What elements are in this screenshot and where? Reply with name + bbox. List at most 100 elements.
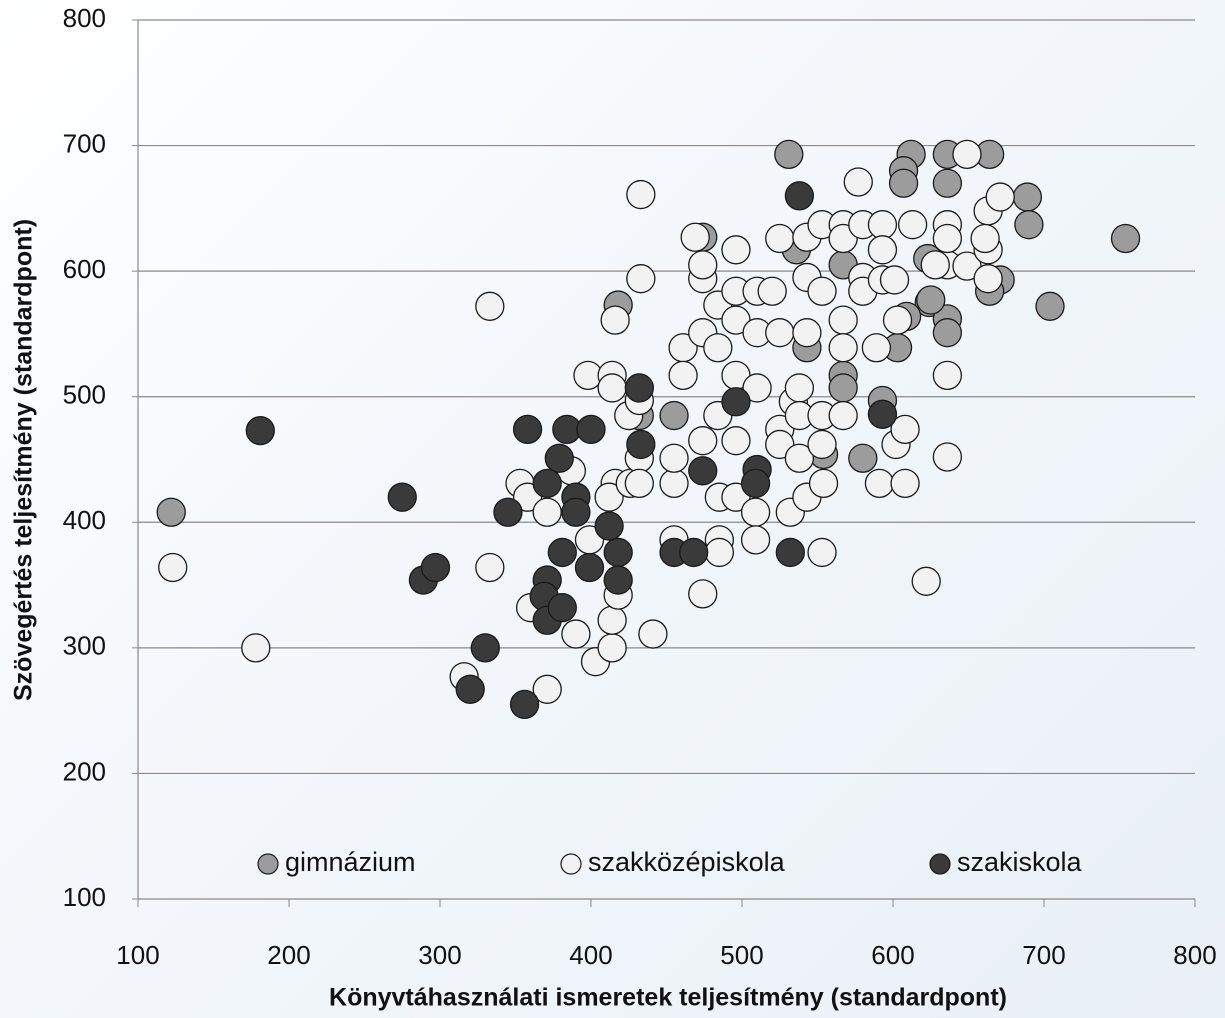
- point: [721, 235, 751, 265]
- point: [742, 373, 772, 403]
- point: [668, 360, 698, 391]
- point: [792, 318, 822, 348]
- point: [807, 276, 837, 306]
- point: [882, 305, 913, 335]
- point: [1014, 210, 1044, 240]
- point: [626, 179, 656, 210]
- point: [624, 468, 654, 499]
- point: [532, 468, 562, 499]
- point: [740, 468, 771, 499]
- point: [594, 511, 624, 541]
- point: [828, 373, 858, 403]
- point: [688, 250, 718, 280]
- x-tick-label: 600: [871, 940, 914, 970]
- legend-label: szakközépiskola: [588, 847, 786, 877]
- point: [740, 497, 771, 527]
- point: [765, 318, 795, 348]
- y-tick-label: 500: [63, 380, 106, 410]
- x-tick-label: 300: [418, 940, 461, 970]
- legend-marker: [560, 853, 582, 875]
- point: [455, 674, 485, 704]
- point: [828, 400, 858, 431]
- point: [387, 482, 417, 512]
- point: [475, 552, 505, 583]
- y-tick-label: 300: [63, 631, 106, 661]
- point: [532, 497, 562, 527]
- x-axis-title: Könyvtáhasználati ismeretek teljesítmény…: [329, 984, 1007, 1012]
- point: [890, 468, 920, 499]
- point: [704, 537, 734, 568]
- point: [828, 333, 858, 363]
- point: [867, 399, 898, 429]
- point: [784, 443, 815, 473]
- point: [420, 552, 451, 583]
- legend-label: gimnázium: [285, 847, 416, 877]
- point: [245, 415, 275, 446]
- point: [808, 468, 839, 499]
- point: [638, 619, 668, 649]
- point: [843, 167, 873, 197]
- point: [721, 426, 751, 456]
- point: [774, 139, 804, 170]
- point: [897, 210, 928, 240]
- point: [680, 222, 710, 252]
- point: [576, 414, 606, 445]
- point: [740, 525, 771, 555]
- point: [864, 468, 895, 499]
- y-tick-label: 400: [63, 505, 106, 535]
- point: [916, 285, 946, 315]
- point: [547, 537, 577, 568]
- point: [659, 443, 689, 473]
- point: [626, 429, 656, 460]
- point: [807, 429, 837, 460]
- point: [970, 223, 1000, 254]
- point: [603, 565, 633, 595]
- point: [1012, 182, 1043, 212]
- point: [765, 223, 795, 254]
- point: [688, 456, 718, 486]
- point: [544, 443, 574, 473]
- point: [1110, 223, 1141, 254]
- point: [932, 442, 963, 472]
- legend-label: szakiskola: [957, 847, 1083, 877]
- y-axis-title: Szövegértés teljesítmény (standardpont): [10, 219, 38, 701]
- point: [600, 305, 630, 335]
- point: [867, 235, 898, 265]
- y-tick-label: 700: [63, 128, 106, 158]
- point: [775, 537, 805, 568]
- point: [679, 537, 709, 568]
- point: [475, 291, 505, 321]
- point: [879, 265, 910, 295]
- point: [890, 414, 920, 445]
- point: [509, 689, 540, 720]
- point: [784, 373, 815, 403]
- point: [532, 674, 562, 704]
- point: [932, 318, 963, 348]
- point: [828, 305, 858, 335]
- point: [597, 633, 627, 663]
- x-tick-label: 100: [116, 940, 159, 970]
- y-tick-label: 100: [63, 882, 106, 912]
- x-tick-label: 400: [569, 940, 612, 970]
- y-tick-label: 600: [63, 254, 106, 284]
- point: [659, 468, 689, 499]
- point: [784, 181, 815, 211]
- point: [807, 537, 837, 568]
- point: [470, 633, 500, 663]
- x-tick-label: 200: [267, 940, 310, 970]
- legend-marker: [929, 853, 951, 875]
- point: [848, 443, 878, 473]
- x-tick-label: 800: [1173, 940, 1216, 970]
- legend-marker: [257, 853, 279, 875]
- point: [603, 537, 633, 568]
- point: [158, 552, 188, 583]
- point: [659, 400, 689, 431]
- point: [156, 497, 186, 527]
- point: [1035, 291, 1065, 321]
- point: [561, 619, 591, 649]
- point: [888, 168, 919, 198]
- point: [626, 264, 656, 294]
- point: [932, 360, 963, 391]
- y-tick-label: 200: [63, 756, 106, 786]
